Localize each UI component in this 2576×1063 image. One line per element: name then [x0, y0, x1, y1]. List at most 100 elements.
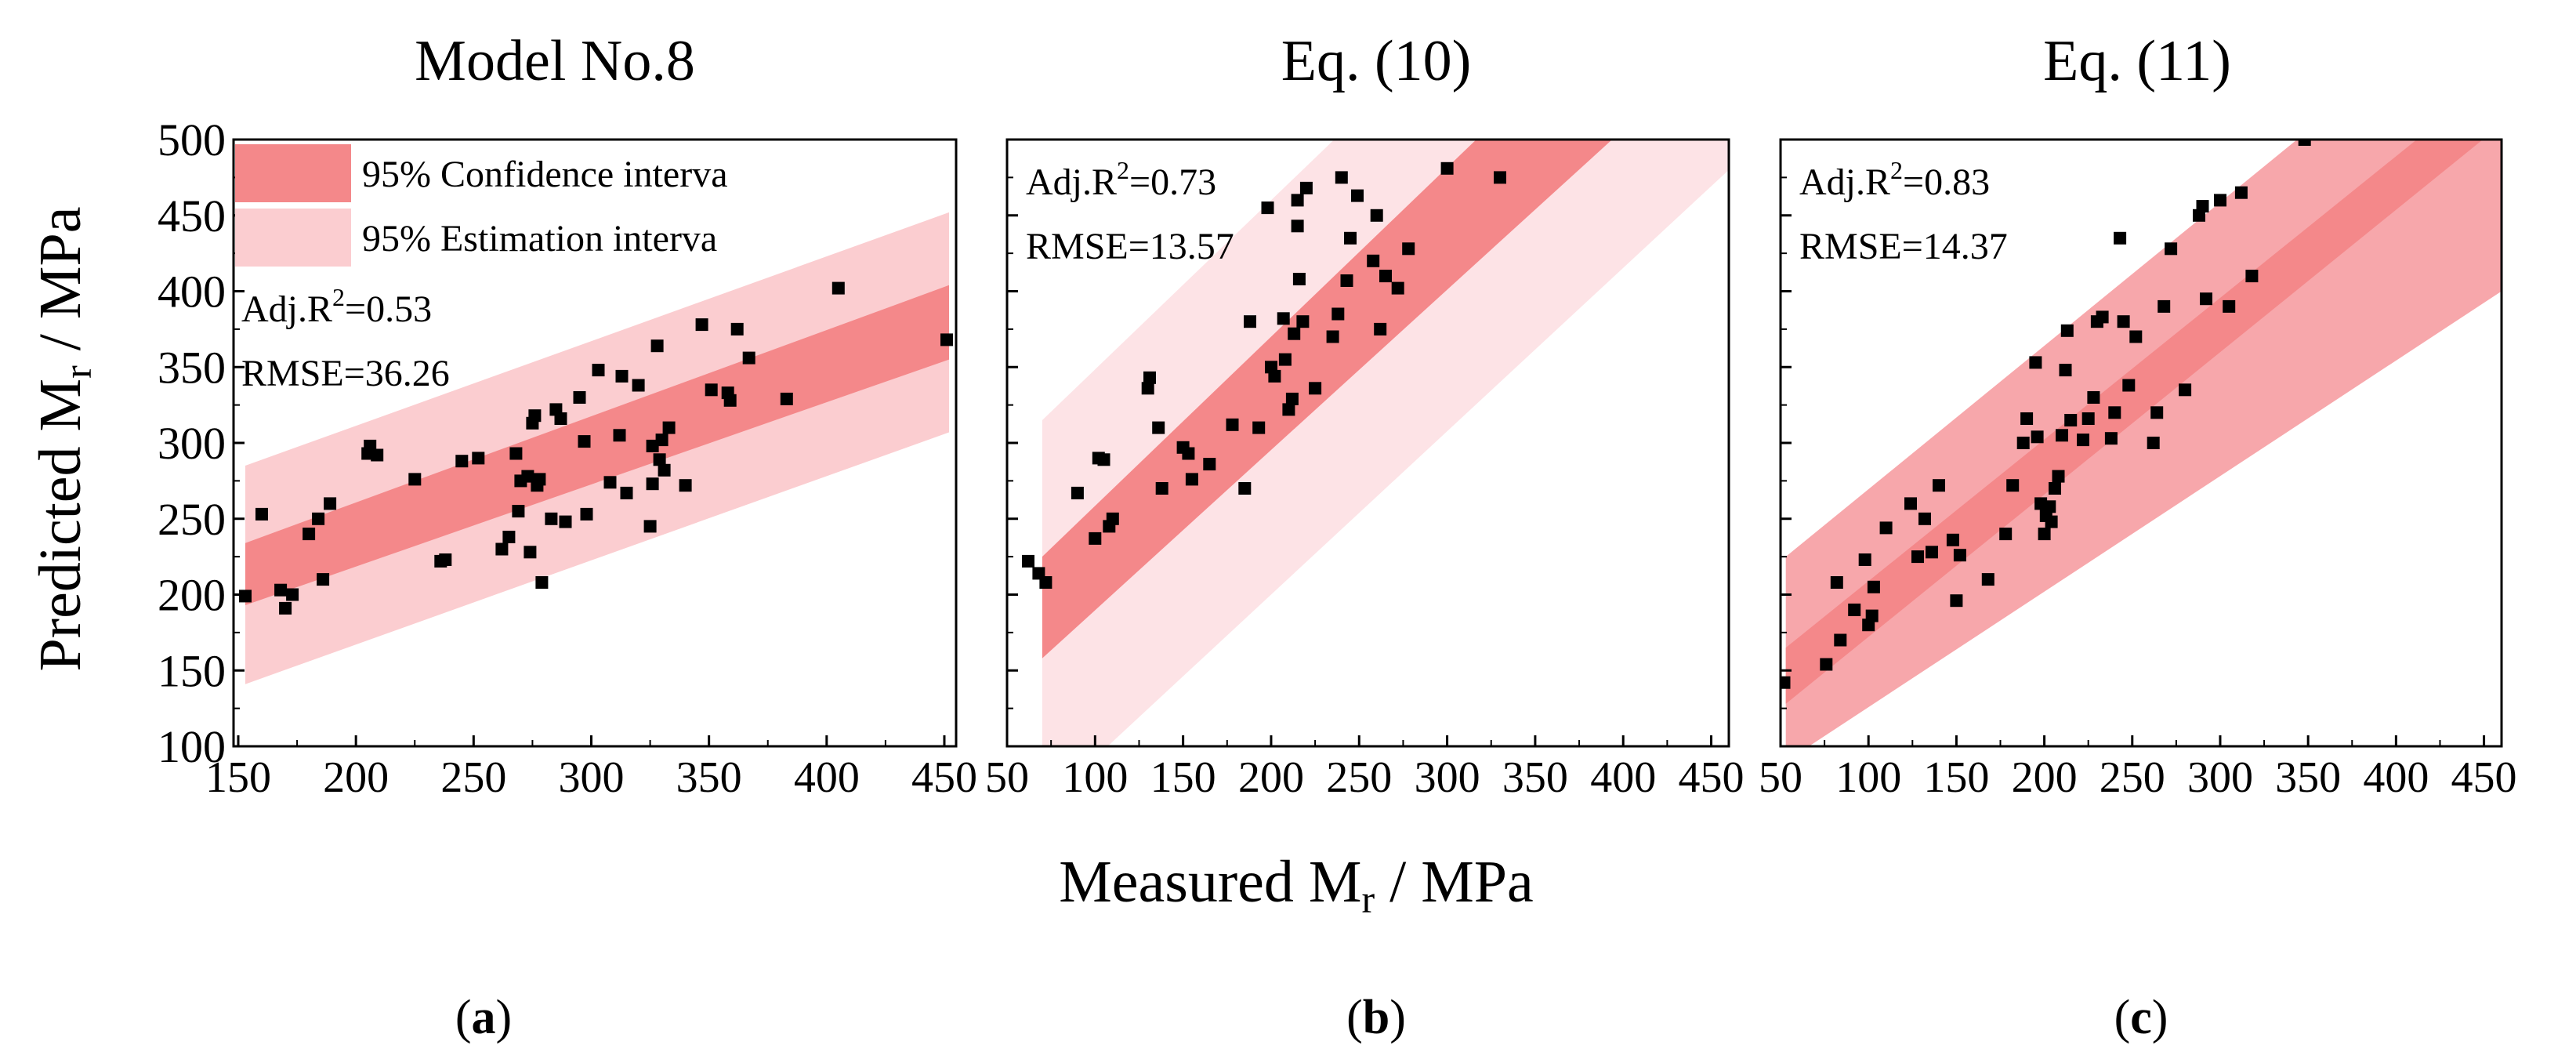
y-tick-label: 300 [158, 418, 226, 469]
y-tick-label: 150 [158, 645, 226, 696]
data-point [1089, 532, 1102, 545]
data-point [1071, 486, 1084, 499]
data-point [509, 447, 523, 460]
adj-r2-annotation: Adj.R2=0.53 [241, 283, 432, 330]
data-point [2104, 432, 2118, 445]
data-point [1238, 482, 1252, 495]
data-point [559, 515, 572, 528]
x-tick-label: 300 [558, 753, 624, 802]
data-point [1340, 274, 1353, 287]
data-point [1097, 453, 1110, 466]
data-point [1203, 458, 1216, 471]
data-point [1950, 594, 1963, 608]
data-point [439, 553, 452, 566]
data-point [1296, 315, 1310, 328]
data-point [2223, 299, 2236, 313]
data-point [317, 573, 330, 586]
data-point [1834, 633, 1847, 647]
data-point [512, 505, 525, 518]
confidence-band-c [1785, 140, 2484, 704]
x-tick-label: 150 [1923, 753, 1989, 802]
data-point [2129, 330, 2143, 343]
x-tick-label: 250 [2100, 753, 2165, 802]
data-point [1331, 307, 1345, 321]
data-point [1226, 418, 1239, 431]
data-point [1918, 512, 1931, 525]
data-point [279, 601, 292, 615]
data-point [1261, 201, 1274, 215]
data-point [2006, 479, 2020, 492]
y-tick-label: 350 [158, 342, 226, 393]
data-point [1904, 497, 1917, 510]
data-point [1282, 403, 1295, 416]
data-point [554, 412, 567, 425]
data-point [2049, 482, 2061, 495]
estimation-band-b [1042, 140, 1729, 746]
chart-title: Model No.8 [415, 29, 695, 93]
data-point [1309, 382, 1322, 395]
x-tick-label: 350 [2275, 753, 2341, 802]
data-point [2016, 437, 2030, 449]
rmse-annotation: RMSE=14.37 [1799, 226, 2008, 267]
data-point [2060, 324, 2074, 337]
x-tick-label: 100 [1062, 753, 1128, 802]
data-point [1299, 181, 1313, 194]
panel-a: 150 200 250 300 350 400 4501001502002503003504… [158, 29, 977, 1044]
y-tick-label: 500 [158, 114, 226, 165]
data-point [408, 473, 422, 486]
data-point [1402, 242, 1415, 256]
data-point [371, 448, 384, 462]
data-point [613, 429, 626, 442]
data-point [239, 590, 252, 603]
x-tick-label: 50 [1759, 753, 1802, 802]
y-tick-label: 200 [158, 570, 226, 621]
data-point [2096, 310, 2109, 324]
data-point [650, 339, 664, 353]
data-point [2077, 434, 2089, 447]
panel-label: (a) [455, 991, 512, 1044]
legend-label-confidence: 95% Confidence interva [362, 154, 728, 195]
data-point [1981, 573, 1994, 586]
adj-r2-annotation: Adj.R2=0.73 [1026, 156, 1216, 203]
data-point [658, 463, 671, 477]
data-point [1143, 371, 1156, 384]
data-point [940, 333, 953, 346]
data-point [2165, 242, 2178, 256]
data-point [615, 369, 629, 383]
legend: 95% Confidence interva 95% Estimation in… [235, 144, 728, 267]
x-axis-title: Measured Mr / MPa [1059, 849, 1534, 921]
x-tick-label: 450 [2451, 753, 2517, 802]
data-point [2064, 414, 2078, 426]
data-point [780, 392, 793, 405]
data-point [1141, 382, 1154, 395]
data-point [2114, 231, 2127, 245]
data-point [2147, 437, 2160, 449]
data-point [1351, 189, 1364, 202]
data-point [1370, 209, 1383, 222]
rmse-annotation: RMSE=36.26 [241, 353, 450, 394]
data-point [1494, 171, 1506, 184]
data-point [1781, 676, 1791, 689]
data-point [1820, 658, 1833, 671]
y-tick-label: 450 [158, 190, 226, 241]
data-point [2052, 470, 2065, 483]
data-point [2200, 292, 2212, 306]
data-point [2158, 299, 2171, 313]
y-tick-label: 400 [158, 267, 226, 317]
data-point [1379, 270, 1392, 283]
data-point [1268, 369, 1281, 383]
x-tick-label: 150 [1150, 753, 1216, 802]
data-point [1999, 528, 2013, 541]
data-point [455, 455, 469, 468]
data-point [2059, 364, 2072, 377]
data-point [1278, 353, 1292, 366]
data-point [1911, 550, 1924, 564]
data-point [2122, 379, 2136, 392]
data-point [2045, 515, 2058, 528]
confidence-band-b [1042, 140, 1613, 658]
data-point [1152, 421, 1165, 434]
data-point [2245, 270, 2259, 283]
data-point [1285, 392, 1299, 405]
data-point [620, 486, 633, 499]
data-point [679, 479, 692, 492]
